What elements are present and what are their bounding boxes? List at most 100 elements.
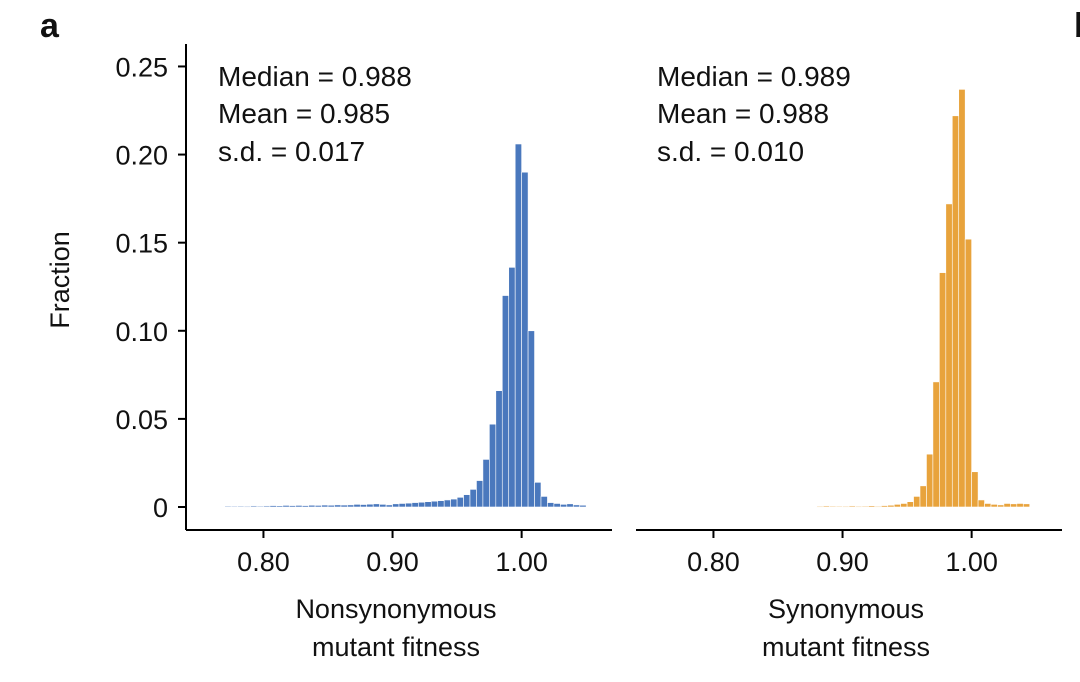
histogram-bar bbox=[990, 504, 998, 508]
histogram-bar bbox=[308, 504, 316, 508]
histogram-bar bbox=[514, 143, 522, 508]
x-tick-label: 0.90 bbox=[366, 547, 419, 577]
histogram-bar bbox=[868, 505, 876, 508]
stats-annotation: Mean = 0.988 bbox=[657, 98, 829, 129]
histogram-bar bbox=[489, 423, 497, 508]
histogram-bar bbox=[958, 89, 966, 508]
histogram-bar bbox=[880, 505, 889, 508]
histogram-bar bbox=[913, 496, 921, 508]
histogram-bar bbox=[977, 499, 985, 508]
x-axis-title: mutant fitness bbox=[312, 632, 480, 662]
histogram-bar bbox=[566, 503, 574, 508]
histogram-bar bbox=[887, 504, 895, 508]
histogram-bar bbox=[553, 503, 561, 508]
histogram-panel-1: 0.80 0.90 1.00 Nonsynonymous mutant fitness 0… bbox=[45, 44, 612, 662]
x-axis-title: mutant fitness bbox=[762, 632, 930, 662]
x-tick-label: 1.00 bbox=[495, 547, 548, 577]
histogram-bar bbox=[874, 505, 882, 508]
histogram-bar bbox=[418, 501, 426, 508]
histogram-bar bbox=[359, 504, 368, 508]
histogram-bar bbox=[861, 505, 869, 508]
x-tick-label: 1.00 bbox=[945, 547, 998, 577]
histogram-bar bbox=[816, 505, 824, 508]
histogram-panel-2: 0.80 0.90 1.00 Synonymous mutant fitness Medi… bbox=[636, 61, 1062, 662]
histogram-bar bbox=[340, 504, 348, 508]
x-tick-label: 0.80 bbox=[687, 547, 740, 577]
histogram-bar bbox=[398, 503, 406, 508]
histogram-bar bbox=[230, 506, 238, 508]
x-axis-title: Nonsynonymous bbox=[295, 594, 496, 624]
histogram-bar bbox=[540, 496, 548, 508]
histogram-bar bbox=[314, 505, 322, 508]
histogram-bar bbox=[256, 505, 264, 508]
histogram-bar bbox=[476, 480, 484, 508]
histogram-bar bbox=[353, 504, 361, 508]
y-tick-label: 0.25 bbox=[115, 52, 168, 82]
y-tick-label: 0.20 bbox=[115, 141, 168, 171]
histogram-bar bbox=[1022, 503, 1031, 508]
histogram-bar bbox=[926, 453, 934, 508]
histogram-bar bbox=[579, 504, 587, 508]
plot-area: 0.80 0.90 1.00 Nonsynonymous mutant fitness 0… bbox=[45, 44, 1062, 662]
histogram-bar bbox=[521, 171, 529, 508]
stats-annotation: s.d. = 0.010 bbox=[657, 136, 804, 167]
histogram-bar bbox=[855, 505, 863, 508]
histogram-bar bbox=[334, 504, 342, 508]
histogram-bar bbox=[411, 502, 419, 508]
x-axis-title: Synonymous bbox=[768, 594, 924, 624]
histogram-bar bbox=[224, 505, 232, 508]
histogram-bar bbox=[469, 489, 477, 508]
histogram-bar bbox=[971, 471, 979, 508]
histogram-bar bbox=[997, 504, 1005, 508]
stats-annotation: Mean = 0.985 bbox=[218, 98, 390, 129]
histogram-bar bbox=[951, 115, 960, 508]
y-tick-label: 0.05 bbox=[115, 405, 168, 435]
histogram-bar bbox=[430, 500, 439, 508]
y-tick-label: 0.15 bbox=[115, 229, 168, 259]
histogram-bar bbox=[282, 505, 290, 508]
histogram-bar bbox=[321, 504, 329, 508]
histogram-bar bbox=[829, 505, 837, 508]
histogram-bar bbox=[939, 272, 947, 508]
histogram-bar bbox=[443, 499, 451, 508]
histogram-bar bbox=[288, 505, 297, 508]
histogram-bar bbox=[237, 505, 245, 508]
histogram-bar bbox=[534, 482, 542, 508]
histogram-bar bbox=[964, 238, 972, 508]
y-tick-label: 0 bbox=[153, 493, 168, 523]
histogram-bar bbox=[276, 505, 284, 508]
histogram-bar bbox=[495, 390, 503, 508]
histogram-bar bbox=[572, 504, 581, 508]
histogram-bar bbox=[347, 504, 355, 508]
histogram-bar bbox=[379, 504, 387, 508]
histogram-bar bbox=[372, 503, 380, 508]
histogram-bar bbox=[1010, 503, 1018, 508]
histogram-bar bbox=[822, 505, 830, 508]
histogram-bar bbox=[437, 500, 445, 508]
histogram-bar bbox=[327, 504, 335, 508]
histogram-bar bbox=[482, 459, 490, 508]
histogram-bar bbox=[295, 505, 303, 508]
histogram-bar bbox=[508, 267, 516, 508]
histogram-bar bbox=[842, 505, 850, 508]
histogram-bar bbox=[848, 505, 856, 508]
histogram-bar bbox=[893, 504, 901, 508]
histogram-bar bbox=[560, 504, 568, 508]
histogram-bar bbox=[456, 497, 464, 508]
histogram-bar bbox=[243, 505, 251, 508]
histogram-bar bbox=[450, 498, 458, 508]
histogram-bar bbox=[366, 503, 374, 508]
histogram-bar bbox=[932, 381, 940, 508]
histogram-bar bbox=[501, 295, 510, 508]
histogram-bar bbox=[269, 505, 277, 508]
histogram-bar bbox=[424, 501, 432, 508]
histogram-bar bbox=[405, 502, 413, 508]
x-tick-label: 0.80 bbox=[237, 547, 290, 577]
histogram-bar bbox=[250, 505, 258, 508]
histogram-bar bbox=[392, 503, 400, 508]
histogram-bar bbox=[1003, 503, 1011, 508]
y-tick-label: 0.10 bbox=[115, 317, 168, 347]
histogram-bar bbox=[900, 503, 908, 508]
histogram-bar bbox=[906, 501, 914, 508]
